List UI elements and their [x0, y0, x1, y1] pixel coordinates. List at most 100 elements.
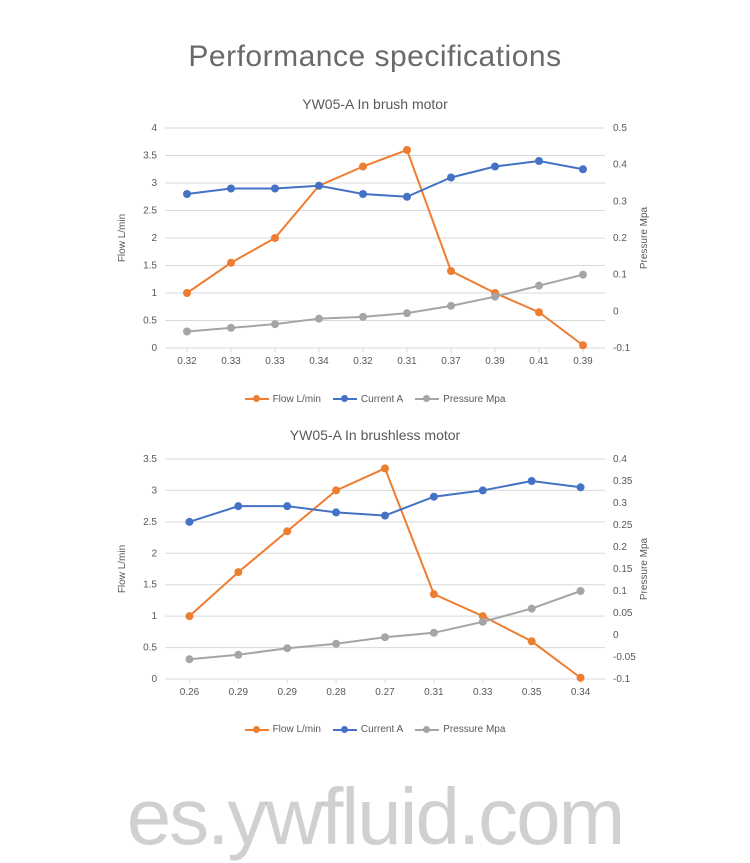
marker-current: [579, 165, 587, 173]
legend-label: Pressure Mpa: [443, 394, 505, 405]
svg-text:0.5: 0.5: [143, 316, 157, 327]
chart-1: YW05-A In brush motor 00.511.522.533.54-…: [0, 96, 750, 405]
marker-flow: [185, 612, 193, 620]
marker-flow: [447, 267, 455, 275]
svg-text:0.5: 0.5: [613, 123, 627, 134]
svg-text:0.34: 0.34: [571, 687, 591, 698]
chart-1-legend: Flow L/min Current A Pressure Mpa: [0, 392, 750, 405]
marker-pressure: [381, 633, 389, 641]
marker-current: [479, 486, 487, 494]
svg-text:0.29: 0.29: [229, 687, 249, 698]
svg-text:2: 2: [151, 233, 157, 244]
legend-item: Current A: [333, 724, 403, 735]
svg-text:3: 3: [151, 485, 157, 496]
marker-pressure: [535, 282, 543, 290]
marker-flow: [359, 163, 367, 171]
marker-pressure: [332, 639, 340, 647]
svg-text:0.31: 0.31: [424, 687, 444, 698]
svg-text:0.26: 0.26: [180, 687, 200, 698]
series-pressure: [189, 591, 580, 659]
svg-text:Pressure Mpa: Pressure Mpa: [639, 206, 650, 269]
svg-text:Flow L/min: Flow L/min: [117, 214, 128, 262]
svg-text:1.5: 1.5: [143, 579, 157, 590]
svg-text:0.1: 0.1: [613, 270, 627, 281]
svg-text:0.29: 0.29: [277, 687, 297, 698]
svg-text:0.3: 0.3: [613, 196, 627, 207]
svg-text:3: 3: [151, 178, 157, 189]
marker-current: [577, 483, 585, 491]
marker-pressure: [271, 320, 279, 328]
svg-text:0.39: 0.39: [485, 356, 505, 367]
svg-text:0: 0: [151, 674, 157, 685]
marker-flow: [535, 308, 543, 316]
svg-text:0.2: 0.2: [613, 542, 627, 553]
svg-text:0.4: 0.4: [613, 160, 627, 171]
marker-flow: [577, 673, 585, 681]
svg-text:0.39: 0.39: [573, 356, 593, 367]
legend-label: Flow L/min: [273, 394, 321, 405]
marker-current: [535, 157, 543, 165]
svg-text:-0.05: -0.05: [613, 652, 636, 663]
marker-current: [234, 502, 242, 510]
svg-text:4: 4: [151, 123, 157, 134]
marker-pressure: [491, 293, 499, 301]
legend-swatch: [415, 398, 439, 400]
marker-current: [381, 511, 389, 519]
chart-2-title: YW05-A In brushless motor: [0, 427, 750, 443]
svg-text:3.5: 3.5: [143, 454, 157, 465]
svg-text:0.1: 0.1: [613, 586, 627, 597]
legend-swatch: [333, 729, 357, 731]
svg-text:0.34: 0.34: [309, 356, 329, 367]
marker-pressure: [479, 617, 487, 625]
marker-pressure: [227, 324, 235, 332]
marker-pressure: [577, 587, 585, 595]
svg-text:Flow L/min: Flow L/min: [117, 544, 128, 592]
marker-flow: [403, 146, 411, 154]
marker-current: [332, 508, 340, 516]
svg-text:-0.1: -0.1: [613, 674, 631, 685]
series-current: [187, 161, 583, 197]
page-title: Performance specifications: [0, 0, 750, 74]
svg-text:Pressure Mpa: Pressure Mpa: [639, 537, 650, 600]
legend-label: Pressure Mpa: [443, 724, 505, 735]
legend-swatch: [415, 729, 439, 731]
svg-text:0.05: 0.05: [613, 608, 633, 619]
svg-text:0.37: 0.37: [441, 356, 461, 367]
marker-current: [447, 174, 455, 182]
svg-text:0.33: 0.33: [473, 687, 493, 698]
svg-text:0.28: 0.28: [326, 687, 346, 698]
watermark: es.ywfluid.com: [0, 771, 750, 863]
svg-text:0: 0: [151, 343, 157, 354]
svg-text:0.35: 0.35: [522, 687, 542, 698]
legend-item: Flow L/min: [245, 724, 321, 735]
series-flow: [189, 468, 580, 677]
chart-1-title: YW05-A In brush motor: [0, 96, 750, 112]
marker-flow: [227, 259, 235, 267]
marker-flow: [528, 637, 536, 645]
legend-item: Current A: [333, 394, 403, 405]
marker-flow: [579, 341, 587, 349]
marker-flow: [271, 234, 279, 242]
marker-pressure: [315, 315, 323, 323]
legend-label: Current A: [361, 724, 403, 735]
chart-1-svg: 00.511.522.533.54-0.100.10.20.30.40.50.3…: [95, 118, 655, 388]
svg-text:0.25: 0.25: [613, 520, 633, 531]
legend-item: Flow L/min: [245, 394, 321, 405]
marker-flow: [234, 568, 242, 576]
legend-label: Flow L/min: [273, 724, 321, 735]
svg-text:2: 2: [151, 548, 157, 559]
marker-flow: [430, 590, 438, 598]
marker-pressure: [283, 644, 291, 652]
svg-text:-0.1: -0.1: [613, 343, 631, 354]
marker-current: [271, 185, 279, 193]
svg-text:1: 1: [151, 288, 157, 299]
svg-text:0.33: 0.33: [265, 356, 285, 367]
marker-current: [283, 502, 291, 510]
legend-label: Current A: [361, 394, 403, 405]
series-pressure: [187, 275, 583, 332]
svg-text:0.31: 0.31: [397, 356, 417, 367]
svg-text:3.5: 3.5: [143, 151, 157, 162]
legend-item: Pressure Mpa: [415, 394, 505, 405]
chart-2-svg: 00.511.522.533.5-0.1-0.0500.050.10.150.2…: [95, 449, 655, 719]
svg-text:0: 0: [613, 630, 619, 641]
